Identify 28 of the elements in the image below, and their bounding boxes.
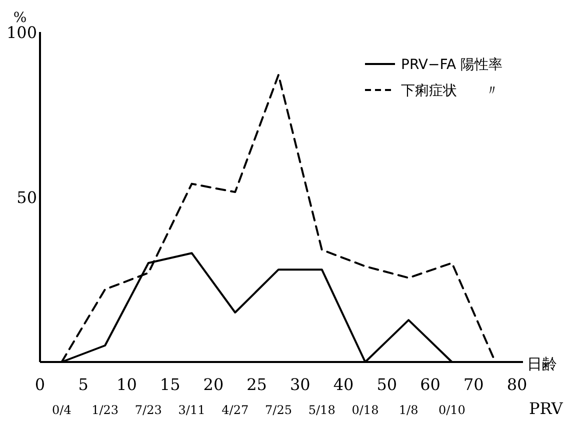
x-tick-label: 5/18 bbox=[308, 403, 336, 417]
text: 80 bbox=[506, 375, 528, 394]
x-tick-label: 0/10 bbox=[438, 403, 466, 417]
x-axis-title: 日齢 bbox=[527, 355, 557, 373]
text: 10 bbox=[116, 375, 137, 394]
x-tick-label: 1/8 bbox=[398, 403, 418, 417]
x-tick-label: 4/27 bbox=[222, 403, 249, 417]
text: 60 bbox=[420, 375, 440, 394]
text: 5 bbox=[78, 375, 88, 394]
text: 70 bbox=[463, 375, 484, 394]
y-tick-label: 100 bbox=[6, 23, 37, 42]
text: 15 bbox=[160, 375, 180, 394]
text: 50 bbox=[376, 375, 398, 394]
y-axis-title: % bbox=[13, 10, 27, 26]
text: 20 bbox=[203, 375, 224, 394]
text: 0 bbox=[34, 375, 46, 394]
x-tick-label: 3/11 bbox=[178, 403, 206, 417]
text: 40 bbox=[333, 375, 354, 394]
text: 25 bbox=[246, 375, 267, 394]
text: 30 bbox=[290, 375, 310, 394]
legend-label: 下痢症状 〃 bbox=[401, 83, 499, 99]
x-tick-label: 7/23 bbox=[134, 403, 162, 417]
x-tick-label: 1/23 bbox=[92, 403, 119, 417]
legend-label: PRV−FA 陽性率 bbox=[401, 57, 503, 73]
x-tick-label: 0/4 bbox=[52, 403, 72, 417]
x-tick-label: 7/25 bbox=[265, 403, 292, 417]
text: PRV bbox=[529, 399, 564, 418]
x-tick-label: 0/18 bbox=[352, 403, 379, 417]
